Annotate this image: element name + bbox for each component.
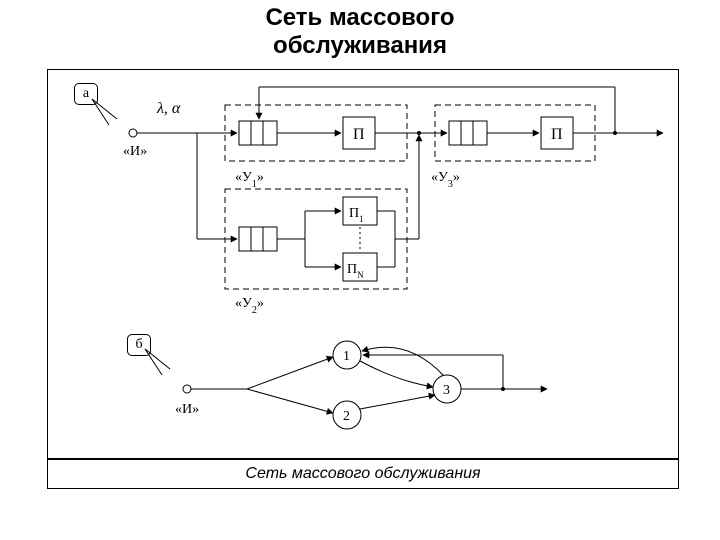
u3-label: «У3» xyxy=(431,170,460,190)
p-box-u3-label: П xyxy=(551,126,563,143)
page-title-line2: обслуживания xyxy=(0,32,720,60)
diagram-a: «И» λ, α «У1» П «У3» xyxy=(47,69,679,319)
p-box-u1-label: П xyxy=(353,126,365,143)
lambda-label: λ, α xyxy=(156,100,181,117)
node-1-label: 1 xyxy=(343,349,350,364)
u1-label: «У1» xyxy=(235,170,264,190)
figure-caption: Сеть массового обслуживания xyxy=(47,459,679,489)
node-3-label: 3 xyxy=(443,383,450,398)
source-label-a: «И» xyxy=(123,144,147,159)
page: Сеть массового обслуживания Сеть массово… xyxy=(0,0,720,540)
source-label-b: «И» xyxy=(175,402,199,417)
page-title-line1: Сеть массового xyxy=(0,4,720,32)
node-2-label: 2 xyxy=(343,409,350,424)
u2-label: «У2» xyxy=(235,296,264,316)
diagram-b: «И» 1 2 3 xyxy=(47,319,679,459)
